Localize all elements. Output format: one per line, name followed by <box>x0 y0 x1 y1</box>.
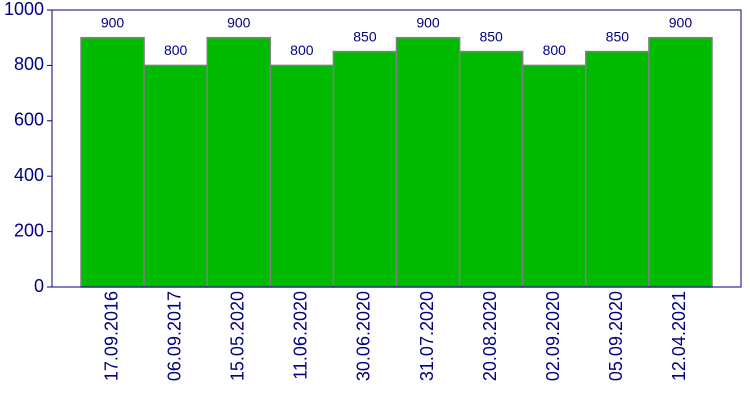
bar <box>458 50 524 288</box>
x-tick-label: 30.06.2020 <box>354 291 374 381</box>
x-tick-label: 15.05.2020 <box>228 291 248 381</box>
y-tick-label: 600 <box>14 110 44 130</box>
x-tick-label: 20.08.2020 <box>480 291 500 381</box>
x-tick-label: 11.06.2020 <box>291 291 311 380</box>
x-tick-label: 31.07.2020 <box>417 291 437 381</box>
y-tick-label: 800 <box>14 54 44 74</box>
value-label: 900 <box>101 14 125 30</box>
bar <box>585 50 650 288</box>
bar <box>269 64 335 288</box>
bar <box>648 36 713 288</box>
x-tick-label: 17.09.2016 <box>101 291 121 381</box>
value-label: 900 <box>669 14 693 30</box>
y-tick-label: 0 <box>34 276 44 296</box>
bar <box>332 50 398 288</box>
value-label: 850 <box>479 28 503 44</box>
y-tick-label: 400 <box>14 165 44 185</box>
bar <box>143 64 208 288</box>
value-label: 900 <box>227 14 251 30</box>
bar <box>206 36 272 288</box>
value-label: 800 <box>543 42 567 58</box>
value-label: 900 <box>416 14 440 30</box>
y-tick-label: 200 <box>14 220 44 240</box>
bar <box>395 36 461 288</box>
x-tick-label: 12.04.2021 <box>669 291 689 381</box>
x-tick-label: 02.09.2020 <box>543 291 563 381</box>
y-tick-label: 1000 <box>4 0 44 19</box>
plot-frame <box>51 9 742 288</box>
bar <box>521 64 587 288</box>
value-label: 850 <box>353 28 377 44</box>
value-label: 800 <box>290 42 314 58</box>
value-label: 800 <box>164 42 188 58</box>
bar <box>80 36 145 288</box>
x-tick-label: 05.09.2020 <box>606 291 626 381</box>
value-label: 850 <box>606 28 630 44</box>
x-tick-label: 06.09.2017 <box>164 291 184 381</box>
